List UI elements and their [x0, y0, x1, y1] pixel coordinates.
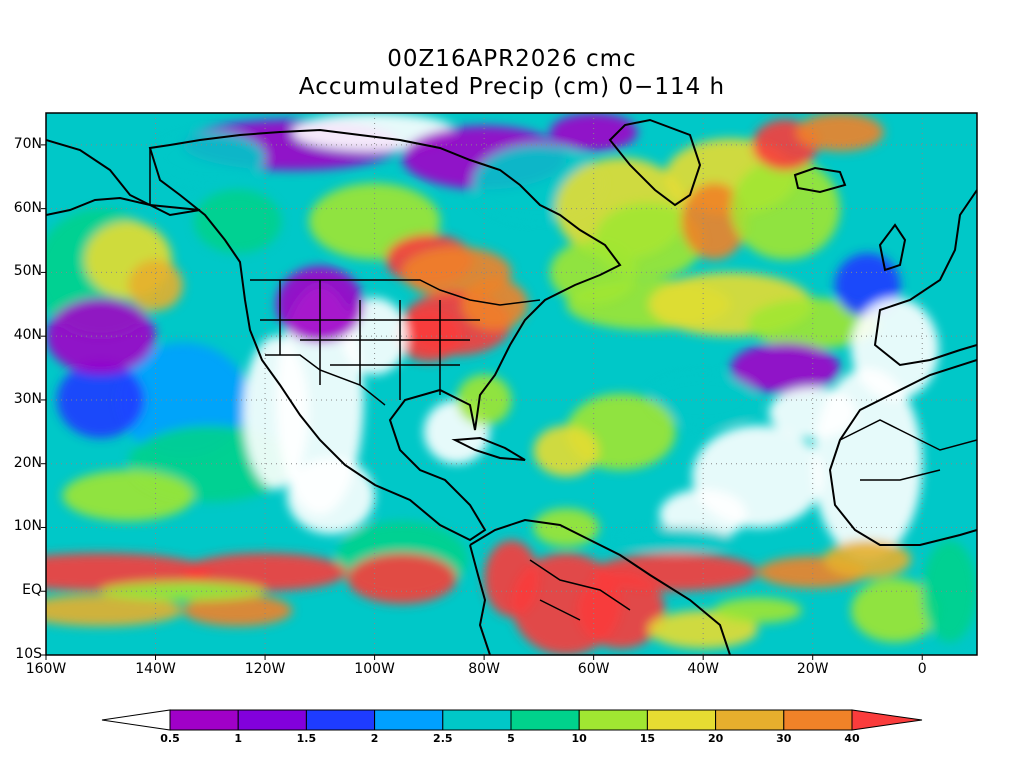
- precip-region: [243, 336, 309, 490]
- lat-label: 30N: [13, 390, 42, 407]
- alaska-coast: [46, 139, 201, 217]
- precip-region: [396, 310, 463, 362]
- precip-region: [286, 457, 375, 534]
- lat-label: 70N: [13, 135, 42, 152]
- state-grid: [260, 280, 480, 400]
- map-title: 00Z16APR2026 cmc: [387, 46, 637, 72]
- colorbar-tick-label: 30: [776, 732, 792, 745]
- precip-region: [533, 425, 600, 477]
- colorbar-segment: [169, 709, 239, 731]
- precip-region: [46, 594, 183, 627]
- colorbar-tick-label: 1.5: [296, 732, 317, 745]
- colorbar-tick-label: 40: [844, 732, 860, 745]
- colorbar-tick-label: 5: [507, 732, 515, 745]
- colorbar-tick-label: 2: [370, 732, 379, 745]
- precip-region: [62, 470, 194, 522]
- precip-region: [648, 374, 758, 426]
- precip-region: [456, 374, 512, 426]
- lat-label: EQ: [22, 582, 42, 599]
- colorbar-tick-label: 1: [234, 732, 243, 745]
- precip-region: [56, 361, 145, 439]
- colorbar-tick-label: 2.5: [433, 732, 453, 745]
- lat-label: 50N: [13, 263, 42, 280]
- lat-label: 40N: [13, 327, 42, 344]
- lon-label: 80W: [468, 661, 500, 677]
- lon-label: 20W: [796, 661, 829, 677]
- precip-region: [922, 540, 977, 643]
- colorbar-segment: [715, 709, 785, 731]
- borders: [149, 148, 977, 621]
- africa-coast: [828, 359, 977, 546]
- colorbar-tick-label: 10: [571, 732, 587, 745]
- north-america-coast: [148, 128, 622, 542]
- colorbar-tick-label: 0.5: [160, 732, 180, 745]
- lat-label: 60N: [13, 199, 42, 216]
- lon-label: 120W: [244, 661, 286, 677]
- lon-label: 0: [917, 661, 927, 677]
- precip-region: [484, 540, 539, 617]
- precip-region: [681, 183, 747, 260]
- africa-borders: [839, 419, 977, 481]
- gridlines: [46, 113, 977, 655]
- precip-region: [823, 540, 912, 579]
- coastlines: [46, 118, 977, 655]
- precip-region: [100, 581, 266, 601]
- lon-label: 160W: [25, 661, 67, 677]
- colorbar-tick-label: 15: [639, 732, 656, 745]
- lat-label: 20N: [13, 454, 42, 471]
- colorbar: [101, 709, 923, 731]
- precip-region: [730, 342, 841, 394]
- colorbar-tick-label: 20: [707, 732, 724, 745]
- europe-coast: [873, 189, 977, 367]
- colorbar-segment: [374, 709, 444, 731]
- precip-region: [796, 113, 884, 152]
- plot-frame: [45, 112, 978, 656]
- precip-region: [46, 297, 156, 375]
- iceland-coast: [793, 166, 847, 194]
- map-subtitle: Accumulated Precip (cm) 0−114 h: [298, 74, 726, 100]
- greenland-coast: [608, 118, 702, 207]
- lon-label: 60W: [577, 661, 610, 677]
- precip-region: [549, 113, 638, 152]
- colorbar-segment: [237, 709, 307, 731]
- colorbar-segment: [578, 709, 648, 731]
- south-america-borders: [529, 559, 631, 621]
- lat-label: 10N: [13, 518, 42, 535]
- precip-region: [46, 552, 211, 592]
- lon-label: 40W: [687, 661, 719, 677]
- axis-ticks: [41, 144, 923, 660]
- colorbar-segment: [442, 709, 512, 731]
- precip-region: [193, 189, 282, 254]
- britain-coast: [878, 223, 907, 272]
- cuba-coast: [451, 436, 526, 461]
- lat-label: 10S: [15, 646, 42, 662]
- precip-region: [577, 572, 665, 649]
- colorbar-segment: [646, 709, 717, 731]
- precip-region: [851, 578, 939, 643]
- colorbar-segment: [510, 709, 580, 731]
- precip-region: [851, 297, 939, 400]
- us-canada-border: [250, 279, 541, 306]
- colorbar-over-triangle: [851, 709, 923, 731]
- lon-label: 140W: [135, 661, 176, 677]
- precip-region: [155, 132, 266, 184]
- south-america-coast: [469, 518, 731, 655]
- colorbar-segment: [305, 709, 376, 731]
- lon-label: 100W: [354, 661, 395, 677]
- precip-region: [621, 527, 731, 553]
- precip-region: [182, 552, 348, 592]
- colorbar-under-triangle: [101, 709, 171, 731]
- precip-region: [347, 552, 457, 604]
- colorbar-segment: [783, 709, 853, 731]
- precip-region: [714, 597, 802, 624]
- precip-region: [768, 387, 857, 439]
